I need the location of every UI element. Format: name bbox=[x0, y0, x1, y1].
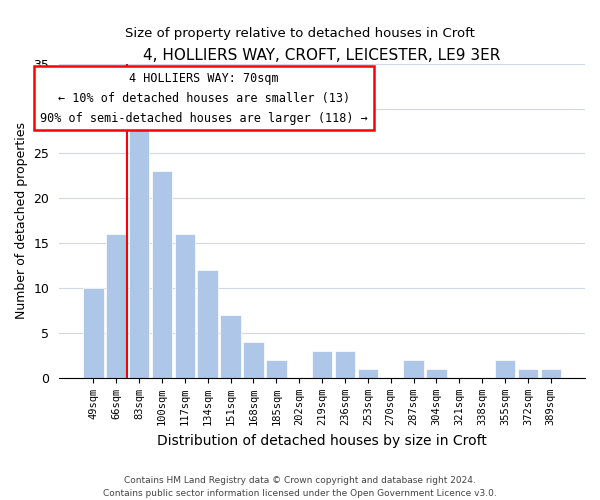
Bar bbox=[335, 351, 355, 378]
X-axis label: Distribution of detached houses by size in Croft: Distribution of detached houses by size … bbox=[157, 434, 487, 448]
Bar bbox=[266, 360, 287, 378]
Bar bbox=[106, 234, 127, 378]
Text: Size of property relative to detached houses in Croft: Size of property relative to detached ho… bbox=[125, 28, 475, 40]
Bar bbox=[220, 315, 241, 378]
Text: Contains HM Land Registry data © Crown copyright and database right 2024.
Contai: Contains HM Land Registry data © Crown c… bbox=[103, 476, 497, 498]
Bar bbox=[518, 369, 538, 378]
Text: 4 HOLLIERS WAY: 70sqm
← 10% of detached houses are smaller (13)
90% of semi-deta: 4 HOLLIERS WAY: 70sqm ← 10% of detached … bbox=[40, 72, 368, 124]
Title: 4, HOLLIERS WAY, CROFT, LEICESTER, LE9 3ER: 4, HOLLIERS WAY, CROFT, LEICESTER, LE9 3… bbox=[143, 48, 501, 62]
Bar bbox=[312, 351, 332, 378]
Bar bbox=[495, 360, 515, 378]
Bar bbox=[129, 118, 149, 378]
Bar bbox=[243, 342, 264, 378]
Bar bbox=[358, 369, 378, 378]
Bar bbox=[197, 270, 218, 378]
Bar bbox=[403, 360, 424, 378]
Bar bbox=[175, 234, 195, 378]
Bar bbox=[426, 369, 447, 378]
Y-axis label: Number of detached properties: Number of detached properties bbox=[15, 122, 28, 320]
Bar bbox=[152, 172, 172, 378]
Bar bbox=[541, 369, 561, 378]
Bar bbox=[83, 288, 104, 378]
